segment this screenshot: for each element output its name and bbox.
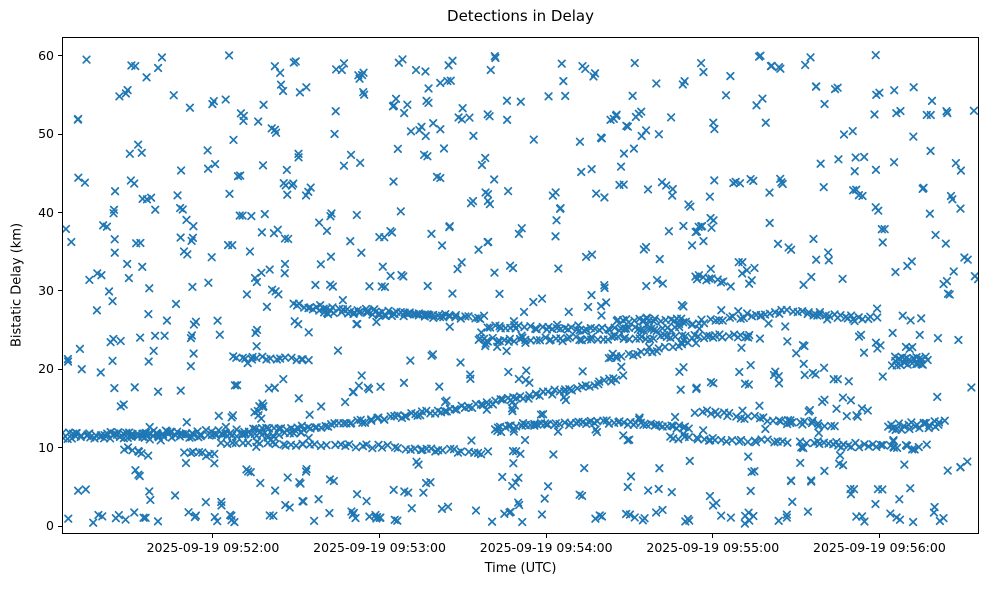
x-tick-label: 2025-09-19 09:53:00 bbox=[313, 540, 446, 555]
x-tick-mark bbox=[212, 534, 214, 538]
y-tick-label: 20 bbox=[38, 361, 54, 377]
x-tick-label: 2025-09-19 09:55:00 bbox=[646, 540, 780, 555]
scatter-canvas bbox=[63, 38, 978, 533]
chart-title: Detections in Delay bbox=[447, 7, 594, 25]
x-tick-mark bbox=[878, 534, 880, 538]
x-tick-mark bbox=[379, 534, 381, 538]
x-tick-mark bbox=[545, 534, 547, 538]
y-tick-mark bbox=[58, 447, 62, 449]
y-tick-mark bbox=[58, 368, 62, 370]
y-tick-mark bbox=[58, 133, 62, 135]
y-tick-label: 50 bbox=[38, 126, 54, 142]
y-tick-label: 10 bbox=[38, 439, 54, 455]
plot-area bbox=[62, 37, 979, 534]
y-tick-label: 30 bbox=[38, 282, 54, 298]
y-tick-mark bbox=[58, 212, 62, 214]
x-axis-label: Time (UTC) bbox=[484, 561, 557, 576]
y-tick-label: 60 bbox=[38, 47, 54, 63]
x-tick-label: 2025-09-19 09:54:00 bbox=[479, 540, 613, 555]
x-tick-label: 2025-09-19 09:56:00 bbox=[813, 540, 946, 555]
y-tick-mark bbox=[58, 290, 62, 292]
x-tick-mark bbox=[712, 534, 714, 538]
y-tick-label: 0 bbox=[46, 518, 54, 534]
y-tick-label: 40 bbox=[38, 204, 54, 220]
y-tick-mark bbox=[58, 55, 62, 57]
y-tick-mark bbox=[58, 525, 62, 527]
x-tick-label: 2025-09-19 09:52:00 bbox=[146, 540, 280, 555]
